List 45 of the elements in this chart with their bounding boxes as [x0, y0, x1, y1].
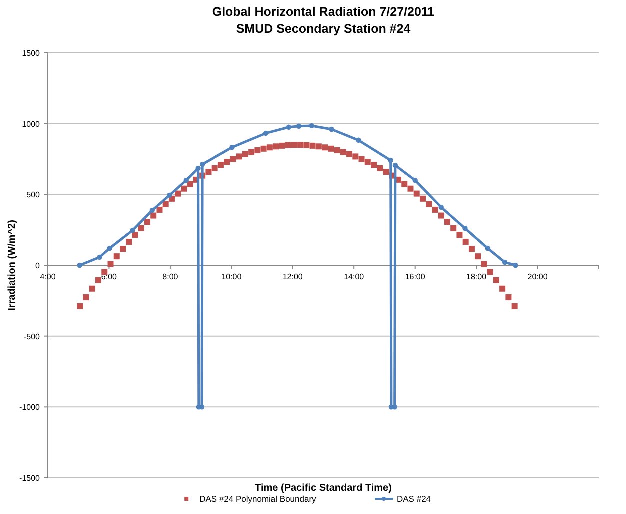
point	[166, 192, 172, 198]
point	[412, 178, 418, 184]
point	[150, 208, 155, 214]
x-tick-label: 12:00	[282, 272, 304, 282]
y-tick-label: 500	[26, 190, 41, 200]
y-tick-label: -500	[24, 332, 41, 342]
legend-label: DAS #24 Polynomial Boundary	[200, 494, 318, 504]
x-tick-label: 16:00	[405, 272, 426, 282]
y-tick-label: 0	[36, 262, 41, 270]
y-axis-title: Irradiation (W/m^2)	[7, 220, 18, 311]
point	[263, 130, 269, 136]
point	[462, 226, 468, 232]
point	[392, 162, 398, 168]
x-tick-label: 18:00	[466, 272, 488, 282]
x-tick-label: 20:00	[528, 272, 548, 282]
x-tick-label: 4:00	[40, 272, 56, 282]
chart-subtitle: SMUD Secondary Station #24	[236, 22, 411, 36]
point	[97, 254, 102, 260]
point	[356, 138, 362, 144]
x-tick-label: 8:00	[162, 272, 179, 282]
point	[388, 158, 394, 164]
point	[296, 124, 302, 129]
point	[485, 246, 490, 252]
point	[513, 262, 518, 268]
point	[329, 126, 334, 132]
point	[309, 123, 314, 129]
point	[107, 246, 112, 252]
y-tick-label: -1000	[20, 403, 41, 412]
legend-label: DAS #24	[397, 494, 432, 504]
x-tick-label: 14:00	[344, 272, 365, 282]
y-tick-label: 1500	[22, 49, 41, 58]
point	[438, 204, 444, 210]
x-tick-label: 10:00	[222, 272, 242, 282]
point	[502, 260, 508, 266]
point	[196, 166, 201, 172]
chart-title: Global Horizontal Radiation 7/27/2011	[212, 5, 435, 19]
point	[184, 178, 189, 184]
point	[286, 124, 292, 130]
y-tick-label: 1000	[22, 120, 41, 129]
y-tick-label: -1500	[20, 474, 41, 483]
point	[230, 144, 235, 150]
x-axis-title: Time (Pacific Standard Time)	[255, 483, 392, 494]
point	[130, 228, 136, 234]
point	[200, 162, 206, 168]
point	[77, 262, 82, 268]
